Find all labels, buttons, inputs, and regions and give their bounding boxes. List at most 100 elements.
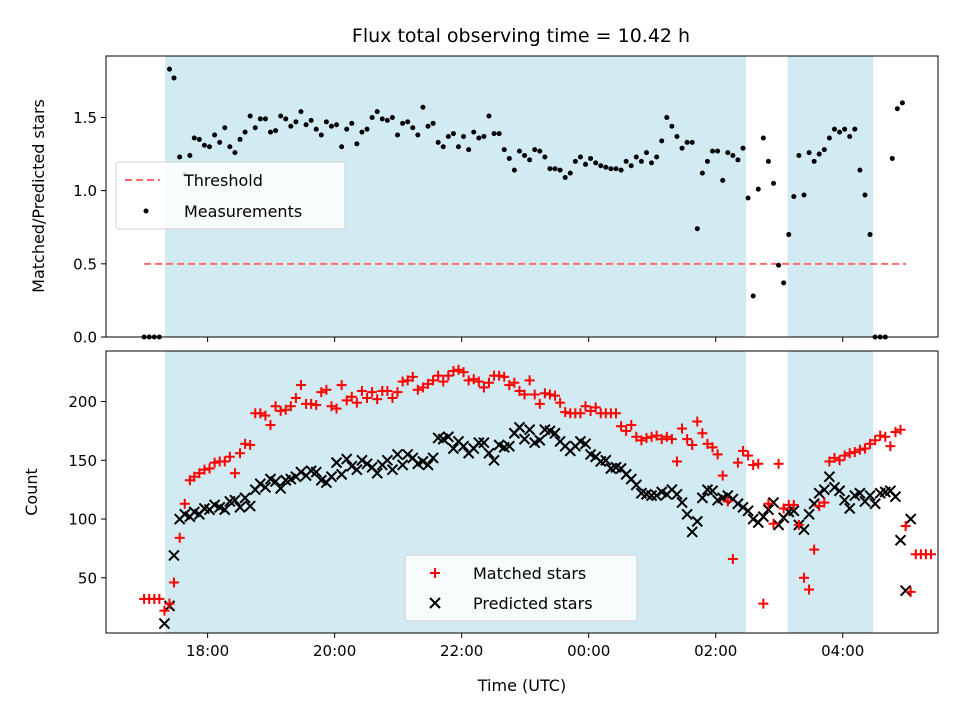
predicted-star-point — [518, 433, 531, 445]
measurement-point — [730, 153, 736, 159]
y-tick-label: 100 — [68, 511, 97, 529]
measurement-point — [252, 125, 258, 131]
matched-star-point — [560, 407, 571, 418]
matched-star-point — [550, 390, 561, 401]
matched-star-point — [809, 544, 820, 555]
predicted-star-point — [828, 481, 841, 494]
matched-star-point — [590, 402, 601, 413]
measurement-point — [801, 192, 807, 198]
measurement-point — [889, 155, 895, 161]
matched-star-point — [905, 586, 916, 597]
bottom-legend-box — [404, 554, 638, 622]
measurement-point — [516, 148, 522, 154]
matched-star-point — [824, 456, 835, 467]
measurement-point — [328, 123, 334, 129]
predicted-star-point — [361, 458, 373, 470]
predicted-star-point — [158, 617, 171, 630]
measurement-point — [171, 75, 177, 81]
predicted-star-point — [722, 489, 734, 502]
measurement-point — [359, 129, 365, 135]
measurement-point — [227, 144, 233, 150]
measurement-point — [699, 170, 705, 176]
y-tick-label: 50 — [78, 569, 97, 587]
measurement-point — [557, 167, 563, 173]
top-panel: 0.0 0.5 1.0 1.5 Matched/Predicted stars Thr… — [29, 55, 939, 347]
measurement-point — [831, 126, 837, 132]
matched-star-point — [722, 496, 733, 507]
matched-star-point — [189, 471, 200, 482]
matched-legend-label: Matched stars — [473, 564, 586, 583]
matched-star-point — [763, 498, 774, 509]
measurement-point — [298, 109, 304, 115]
measurement-point — [527, 157, 533, 163]
matched-star-point — [804, 584, 815, 595]
predicted-star-point — [671, 488, 683, 501]
predicted-star-point — [401, 448, 414, 461]
measurement-point — [471, 129, 477, 135]
predicted-star-point — [645, 489, 658, 502]
matched-star-point — [321, 384, 332, 395]
chart-title: Flux total observing time = 10.42 h — [352, 25, 690, 47]
measurement-point — [750, 293, 756, 299]
matched-star-point — [748, 459, 759, 470]
predicted-star-point — [869, 498, 881, 510]
measurement-point — [232, 150, 238, 156]
measurement-point — [796, 153, 802, 159]
measurement-point — [278, 113, 284, 119]
predicted-star-point — [904, 513, 917, 525]
predicted-star-point — [691, 515, 703, 528]
matched-star-point — [168, 577, 179, 588]
measurement-point — [384, 117, 390, 123]
matched-star-point — [697, 428, 708, 439]
measurement-point — [369, 114, 375, 120]
measurement-point — [273, 128, 279, 134]
y-tick-label: 1.0 — [73, 182, 97, 200]
matched-star-point — [707, 442, 718, 453]
predicted-star-point — [854, 487, 866, 499]
measurement-point — [715, 148, 721, 154]
predicted-legend-swatch — [429, 597, 441, 609]
matched-star-point — [880, 431, 891, 442]
matched-star-point — [224, 451, 235, 462]
measurement-point — [257, 116, 263, 122]
matched-star-point — [702, 438, 713, 449]
measurement-point — [710, 148, 716, 154]
matched-star-point — [504, 380, 515, 391]
matched-star-point — [458, 367, 469, 378]
predicted-star-point — [803, 508, 815, 521]
matched-star-point — [651, 430, 662, 441]
matched-star-point — [306, 398, 317, 409]
measurement-point — [623, 158, 629, 164]
matched-star-point — [727, 553, 738, 564]
predicted-star-point — [549, 427, 561, 439]
measurement-point — [420, 104, 426, 110]
top-x-tick-marks — [207, 337, 844, 342]
measurement-point — [542, 154, 548, 160]
matched-star-point — [265, 420, 276, 431]
measurement-point — [735, 157, 741, 163]
matched-star-point — [778, 503, 789, 514]
measurement-point — [847, 133, 853, 139]
predicted-star-point — [899, 584, 912, 597]
measurement-point — [842, 126, 848, 132]
matched-star-point — [443, 370, 454, 381]
measurement-point — [191, 135, 197, 141]
measurement-point — [628, 163, 634, 169]
matched-star-point — [661, 431, 672, 442]
measurement-point — [613, 166, 619, 172]
measurement-point — [638, 158, 644, 164]
predicted-star-point — [864, 489, 876, 502]
measurement-point — [400, 120, 406, 126]
matched-star-point — [865, 438, 876, 449]
predicted-star-point — [356, 454, 368, 466]
predicted-star-point — [396, 459, 409, 471]
x-axis-label: Time (UTC) — [477, 676, 566, 695]
matched-star-point — [717, 470, 728, 481]
measurement-point — [476, 135, 482, 141]
matched-star-point — [524, 375, 535, 386]
measurement-point — [217, 139, 223, 145]
predicted-star-point — [168, 549, 180, 562]
matched-star-point — [712, 449, 723, 460]
matched-star-point — [788, 499, 799, 510]
measurement-point — [187, 153, 193, 159]
